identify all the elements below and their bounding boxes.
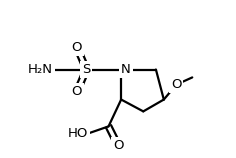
Text: HO: HO xyxy=(67,127,88,140)
Text: O: O xyxy=(72,85,82,98)
Text: S: S xyxy=(82,63,91,76)
Text: N: N xyxy=(121,63,131,76)
Text: O: O xyxy=(113,139,123,152)
Text: H₂N: H₂N xyxy=(28,63,53,76)
Text: O: O xyxy=(171,78,182,91)
Text: O: O xyxy=(72,41,82,54)
